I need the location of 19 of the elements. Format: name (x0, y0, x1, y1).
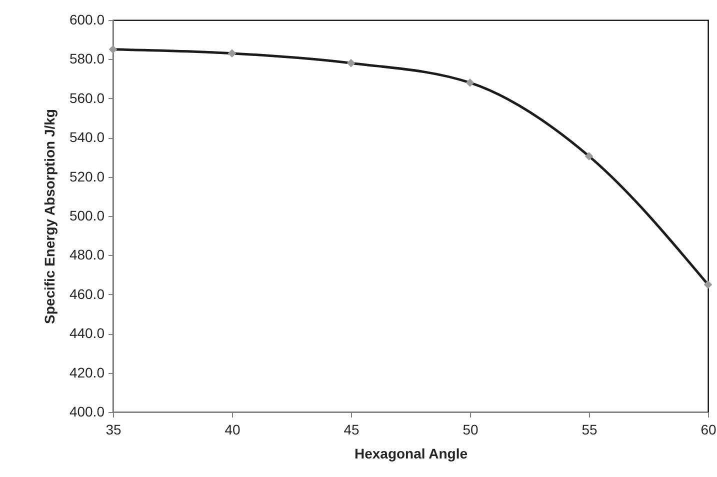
y-axis-title: Specific Energy Absorption J/kg (41, 109, 58, 324)
x-tick-label: 50 (462, 422, 478, 438)
y-tick-label: 460.0 (69, 286, 105, 302)
x-tick-label: 40 (224, 422, 240, 438)
x-axis-title: Hexagonal Angle (354, 446, 468, 462)
y-tick-label: 600.0 (69, 12, 105, 28)
y-tick-label: 580.0 (69, 50, 105, 67)
x-tick-label: 35 (106, 422, 122, 438)
y-tick-label: 420.0 (69, 364, 105, 380)
x-tick-label: 60 (700, 422, 716, 438)
y-tick-label: 560.0 (69, 90, 105, 106)
y-tick-label: 400.0 (69, 404, 105, 420)
y-tick-label: 520.0 (69, 168, 105, 184)
y-tick-label: 480.0 (69, 246, 105, 263)
x-tick-label: 45 (344, 422, 360, 438)
y-tick-label: 500.0 (69, 208, 105, 224)
y-tick-label: 440.0 (69, 325, 105, 342)
x-tick-label: 55 (582, 422, 598, 438)
y-tick-label: 540.0 (69, 129, 105, 146)
